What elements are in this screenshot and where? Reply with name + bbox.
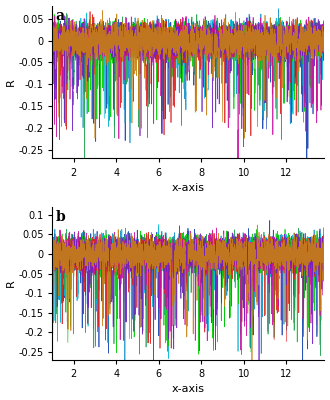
X-axis label: x-axis: x-axis [172,384,205,394]
Text: a: a [55,9,64,23]
X-axis label: x-axis: x-axis [172,183,205,193]
Y-axis label: R: R [6,280,16,287]
Text: b: b [55,210,65,224]
Y-axis label: R: R [6,78,16,86]
